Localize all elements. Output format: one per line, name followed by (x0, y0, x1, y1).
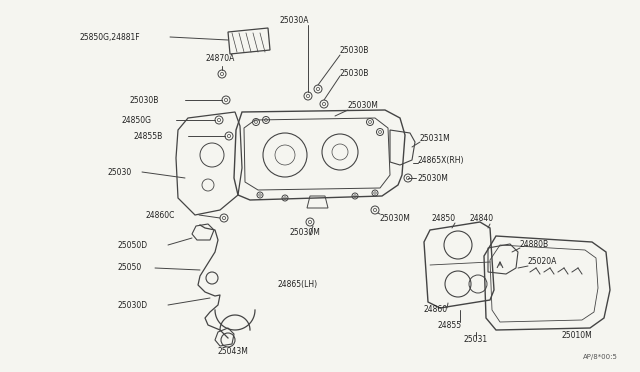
Text: 25030M: 25030M (380, 214, 411, 222)
Text: 25030B: 25030B (340, 68, 369, 77)
Text: 25010M: 25010M (562, 330, 593, 340)
Text: 24865(LH): 24865(LH) (278, 280, 318, 289)
Text: 24870A: 24870A (206, 54, 236, 62)
Text: 25050: 25050 (118, 263, 142, 273)
Text: 25030: 25030 (108, 167, 132, 176)
Text: 25030B: 25030B (340, 45, 369, 55)
Text: 25030A: 25030A (280, 16, 310, 25)
Text: 25030M: 25030M (348, 100, 379, 109)
Text: 25031M: 25031M (420, 134, 451, 142)
Text: 24850G: 24850G (122, 115, 152, 125)
Text: AP/8*00:5: AP/8*00:5 (583, 354, 618, 360)
Text: 25020A: 25020A (528, 257, 557, 266)
Text: 24855: 24855 (437, 321, 461, 330)
Text: 24855B: 24855B (133, 131, 163, 141)
Text: 24880B: 24880B (520, 240, 549, 248)
Text: 25031: 25031 (464, 336, 488, 344)
Text: 24840: 24840 (470, 214, 494, 222)
Text: 24865X(RH): 24865X(RH) (418, 155, 465, 164)
Text: 25030B: 25030B (130, 96, 159, 105)
Text: 24850: 24850 (432, 214, 456, 222)
Text: 24860: 24860 (424, 305, 448, 314)
Text: 25030M: 25030M (418, 173, 449, 183)
Text: 24860C: 24860C (145, 211, 174, 219)
Text: 25850G,24881F: 25850G,24881F (80, 32, 141, 42)
Text: 25030M: 25030M (290, 228, 321, 237)
Text: 25043M: 25043M (218, 347, 249, 356)
Text: 25050D: 25050D (118, 241, 148, 250)
Text: 25030D: 25030D (118, 301, 148, 310)
